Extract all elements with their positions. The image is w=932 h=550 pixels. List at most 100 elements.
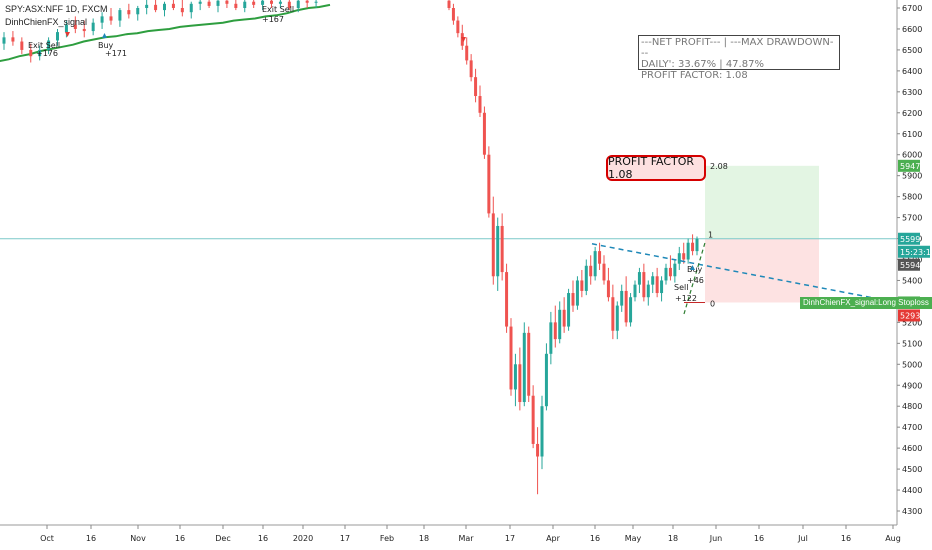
time-tick-label: 16	[841, 534, 851, 543]
candle	[47, 37, 51, 55]
candle-body	[474, 77, 478, 97]
candle	[482, 106, 486, 159]
price-badge-current: 5599	[898, 232, 920, 245]
candle	[487, 146, 491, 218]
price-tick-label: 4300	[902, 507, 922, 516]
time-tick-label: Mar	[458, 534, 474, 543]
badge-value: 5293	[900, 311, 920, 320]
candle-body	[624, 290, 628, 323]
symbol-legend[interactable]: SPY:ASX:NFF 1D, FXCM	[5, 4, 108, 14]
price-tick-label: 4700	[902, 423, 922, 432]
candle-body	[553, 322, 557, 340]
candle-body	[549, 322, 553, 354]
time-tick-label: 16	[590, 534, 600, 543]
candle-body	[469, 60, 473, 78]
candle	[615, 301, 619, 340]
candle	[56, 28, 59, 46]
price-badge-countdown: 15:23:15	[898, 245, 932, 258]
price-tick-label: 4500	[902, 465, 922, 474]
price-tick-label: 6300	[902, 88, 922, 97]
stop-zone	[705, 238, 819, 303]
indicator-legend[interactable]: DinhChienFX_signal	[5, 17, 88, 27]
candle	[474, 68, 478, 103]
candle	[562, 297, 566, 333]
candle	[580, 269, 584, 298]
candle	[82, 20, 86, 38]
stats-box: ---NET PROFIT--- | ---MAX DRAWDOWN--- DA…	[638, 35, 840, 81]
candle-body	[602, 263, 606, 281]
candle	[544, 343, 548, 411]
candle	[553, 305, 557, 348]
candle-body	[509, 326, 513, 390]
time-tick-label: 16	[754, 534, 764, 543]
badge-value: 5599	[900, 235, 920, 244]
candle-body	[677, 253, 681, 264]
price-tick-label: 6100	[902, 130, 922, 139]
candle	[243, 0, 247, 13]
time-tick-label: Apr	[546, 534, 561, 543]
signal-label: +46	[687, 276, 704, 285]
sell-arrow-icon	[65, 32, 70, 37]
candle	[668, 255, 672, 281]
candle	[478, 85, 482, 117]
candle-body	[496, 225, 500, 277]
candle-body	[691, 242, 695, 252]
candle	[207, 0, 211, 8]
time-tick-label: 17	[340, 534, 350, 543]
candle	[620, 284, 624, 312]
badge-bg	[898, 309, 920, 322]
signal-label: Buy	[98, 41, 114, 50]
candle-body	[655, 276, 659, 294]
buy-arrow-icon	[102, 33, 107, 38]
time-tick-label: Dec	[215, 534, 230, 543]
candle-body	[642, 272, 646, 298]
candle-body	[540, 406, 544, 457]
candle	[296, 0, 300, 13]
time-tick-label: 18	[668, 534, 678, 543]
candle	[234, 0, 238, 11]
candle	[91, 18, 95, 36]
candle-body	[522, 332, 526, 403]
candle-body	[100, 16, 104, 23]
time-axis[interactable]: Oct 16 Nov 16 Dec 16 2020 17 Feb 18 Mar 17 Apr 16 May 1…	[0, 524, 901, 543]
entry-path-line	[683, 242, 706, 315]
candle-body	[673, 263, 677, 277]
candle-body	[243, 1, 247, 9]
candle-body	[145, 4, 149, 8]
price-tick-label: 5700	[902, 214, 922, 223]
candle	[270, 0, 273, 8]
candle-body	[20, 41, 24, 50]
candle-body	[252, 1, 256, 5]
candle-body	[646, 284, 650, 298]
sell-arrow-icon	[461, 37, 466, 42]
badge-value: 15:23:15	[900, 248, 932, 257]
candle	[469, 54, 473, 82]
price-tick-label: 4800	[902, 402, 922, 411]
badge-bg	[898, 232, 920, 245]
price-badge-prev-close: 5594	[898, 258, 920, 271]
candle	[606, 267, 610, 302]
candle-body	[500, 225, 504, 273]
profit-factor-label: PROFIT FACTOR 1.08	[606, 155, 706, 181]
price-tick-label: 6000	[902, 151, 922, 160]
candle-body	[225, 0, 229, 4]
candle	[509, 318, 513, 396]
candle-body	[686, 242, 690, 260]
target-ratio-label: 2.08	[710, 162, 728, 171]
candle-body	[487, 154, 491, 214]
time-tick-label: Jul	[797, 534, 808, 543]
candle	[637, 267, 641, 294]
candle-body	[198, 1, 202, 4]
candle-body	[56, 32, 59, 41]
candle	[571, 280, 575, 312]
candle-body	[584, 265, 588, 291]
candle-body	[620, 290, 624, 306]
candle	[500, 213, 504, 281]
candle	[451, 3, 455, 25]
candle-body	[518, 364, 522, 403]
time-tick-label: Aug	[885, 534, 901, 543]
candle-body	[11, 37, 15, 42]
price-tick-label: 5200	[902, 318, 922, 327]
signal-label: +122	[675, 294, 697, 303]
